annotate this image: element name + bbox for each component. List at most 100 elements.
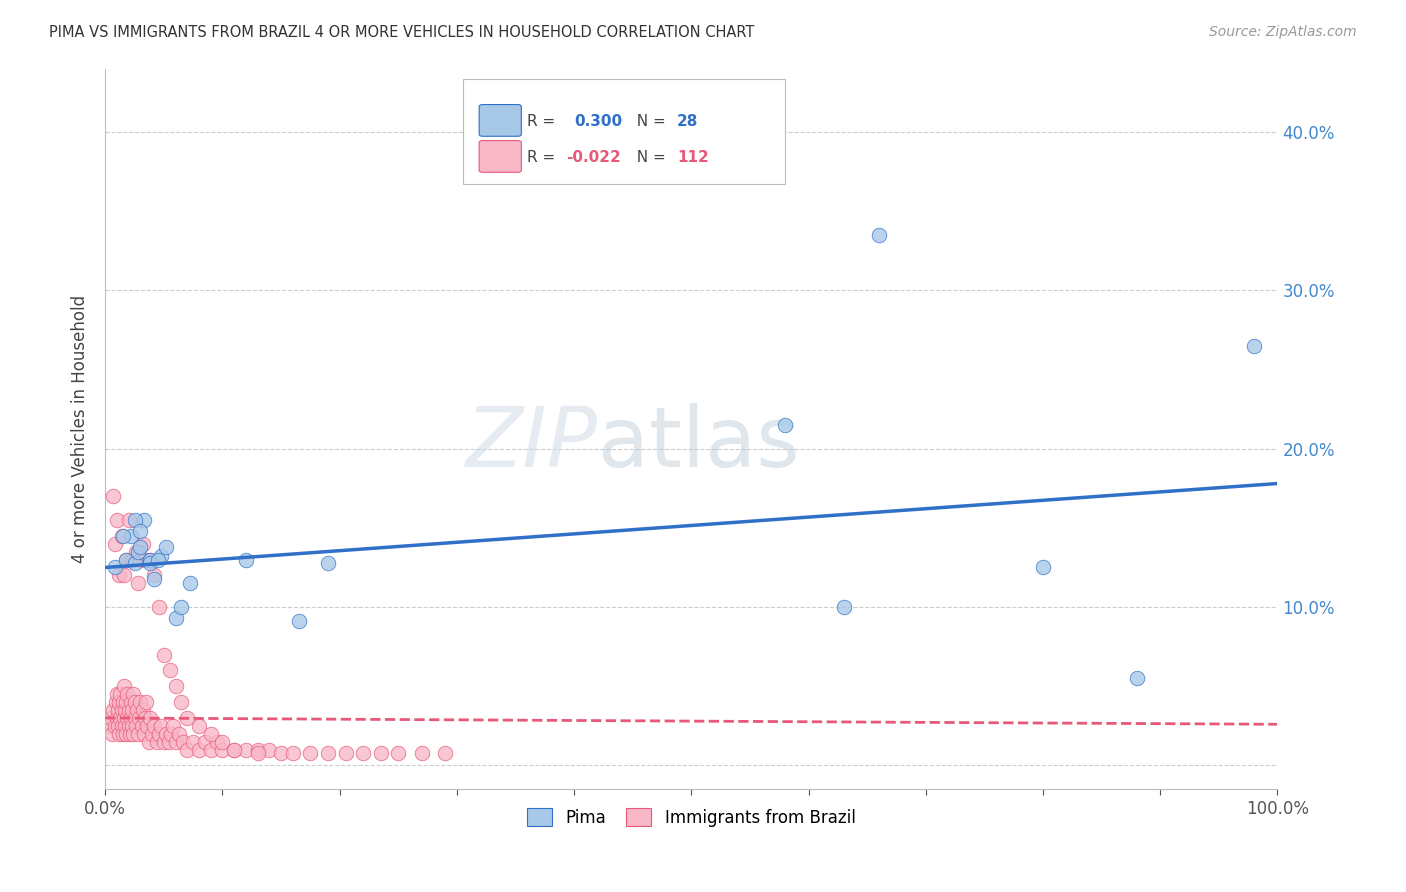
Point [111, 703, 134, 717]
Point [124, 711, 146, 725]
Point [108, 568, 131, 582]
Point [172, 735, 194, 749]
Point [120, 695, 142, 709]
Point [868, 227, 890, 242]
Point [125, 703, 148, 717]
Point [111, 719, 134, 733]
Point [155, 727, 177, 741]
Point [246, 742, 269, 756]
Text: 28: 28 [678, 113, 699, 128]
Point [135, 695, 157, 709]
Point [181, 735, 204, 749]
Point [167, 727, 190, 741]
Point [111, 695, 134, 709]
Point [118, 727, 141, 741]
Point [112, 679, 135, 693]
Y-axis label: 4 or more Vehicles in Household: 4 or more Vehicles in Household [72, 295, 89, 563]
Point [316, 746, 339, 760]
Point [235, 552, 257, 566]
Point [160, 727, 183, 741]
Point [135, 552, 157, 566]
Text: atlas: atlas [598, 403, 799, 483]
Point [97, 719, 120, 733]
Point [107, 703, 129, 717]
Point [188, 719, 211, 733]
Point [188, 742, 211, 756]
Point [115, 727, 138, 741]
Point [157, 735, 180, 749]
Point [139, 711, 162, 725]
Point [118, 513, 141, 527]
Point [120, 552, 142, 566]
Point [111, 529, 134, 543]
Point [127, 727, 149, 741]
FancyBboxPatch shape [479, 141, 522, 172]
Point [138, 735, 160, 749]
Point [148, 727, 170, 741]
Point [118, 703, 141, 717]
Point [259, 742, 281, 756]
Point [120, 711, 142, 725]
Point [141, 727, 163, 741]
Point [176, 742, 198, 756]
Point [128, 711, 150, 725]
Point [136, 719, 159, 733]
Point [287, 615, 309, 629]
Point [122, 552, 145, 566]
Point [101, 727, 124, 741]
Point [1032, 560, 1054, 574]
Point [153, 648, 176, 662]
Point [112, 711, 135, 725]
Point [246, 746, 269, 760]
Point [104, 560, 127, 574]
Point [107, 719, 129, 733]
Point [129, 540, 152, 554]
Point [170, 695, 193, 709]
Point [235, 742, 257, 756]
Point [179, 576, 201, 591]
Text: N =: N = [627, 113, 671, 128]
Point [132, 513, 155, 527]
Point [132, 727, 155, 741]
Point [114, 703, 136, 717]
Point [224, 742, 246, 756]
Point [143, 572, 166, 586]
Point [139, 552, 162, 566]
Text: R =: R = [527, 113, 565, 128]
Point [224, 742, 246, 756]
Point [211, 742, 233, 756]
Point [127, 576, 149, 591]
Point [129, 552, 152, 566]
Point [117, 687, 139, 701]
Point [434, 746, 457, 760]
Point [125, 544, 148, 558]
Point [165, 679, 187, 693]
Point [1243, 339, 1265, 353]
Point [129, 695, 152, 709]
Point [165, 611, 187, 625]
Point [108, 727, 131, 741]
Point [150, 549, 173, 564]
Point [131, 719, 153, 733]
Point [200, 727, 222, 741]
Point [124, 556, 146, 570]
FancyBboxPatch shape [479, 104, 522, 136]
Point [773, 417, 796, 432]
Text: 112: 112 [678, 150, 709, 165]
Point [165, 735, 187, 749]
Point [115, 552, 138, 566]
Point [352, 746, 374, 760]
Point [115, 695, 138, 709]
Point [370, 746, 392, 760]
Point [122, 727, 145, 741]
Point [121, 703, 143, 717]
Point [1125, 671, 1147, 685]
Point [118, 719, 141, 733]
Point [132, 537, 155, 551]
Point [127, 544, 149, 558]
Point [211, 735, 233, 749]
Point [170, 600, 193, 615]
Point [832, 600, 855, 615]
Legend: Pima, Immigrants from Brazil: Pima, Immigrants from Brazil [519, 800, 863, 835]
Point [162, 719, 184, 733]
